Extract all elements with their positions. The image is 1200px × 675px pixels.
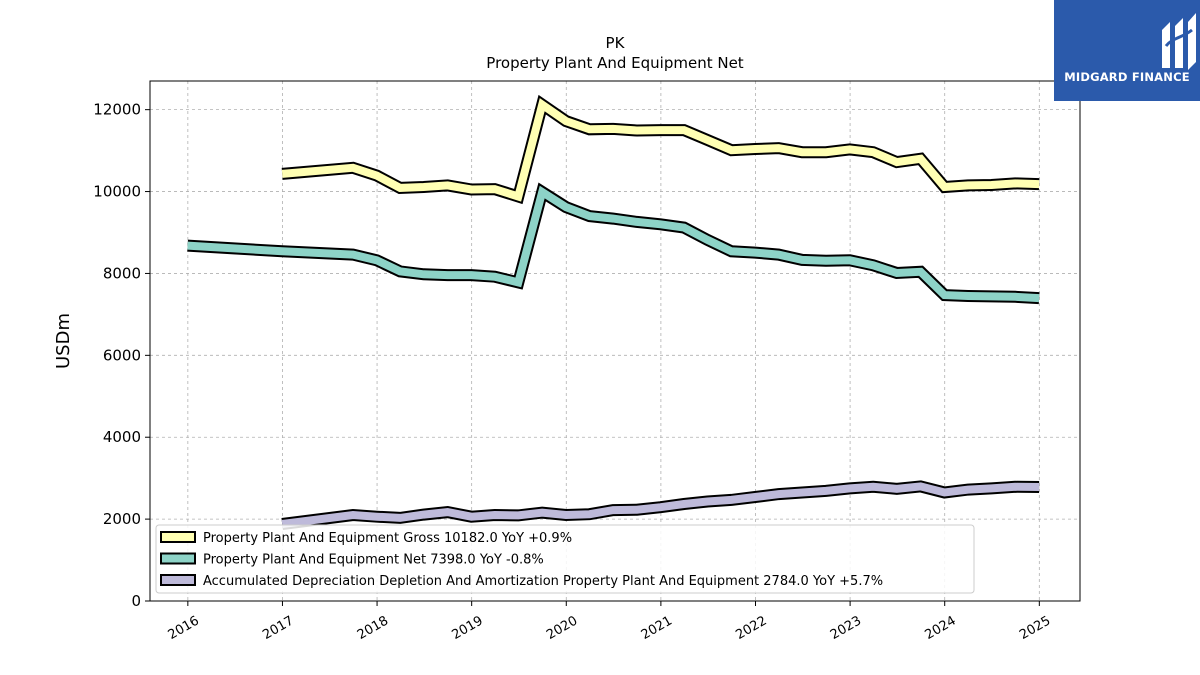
x-tick-label: 2023 [828,613,864,643]
legend-label-2: Property Plant And Equipment Net 7398.0 … [203,553,544,568]
y-axis: 0 2000 4000 6000 8000 10000 12000 [93,101,150,610]
x-axis: 2016 2017 2018 2019 2020 2021 2022 2023 2024 2025 [166,601,1053,643]
series-line-2 [187,185,1040,303]
x-tick-label: 2020 [544,613,580,643]
y-tick-label: 10000 [93,183,141,201]
y-tick-label: 4000 [103,428,141,446]
chart-title: PK [606,34,626,52]
series-line-1 [281,98,1040,202]
legend-label-1: Property Plant And Equipment Gross 10182… [203,531,572,546]
x-tick-label: 2018 [355,613,391,643]
x-tick-label: 2021 [639,613,675,643]
logo-mark-icon [1162,13,1196,70]
legend-swatch-1 [160,531,196,543]
x-tick-label: 2024 [923,613,959,643]
legend-box [155,524,975,594]
x-tick-label: 2022 [733,613,769,643]
x-tick-label: 2025 [1017,613,1053,643]
plot-area-frame [149,80,1081,602]
series-outline-2 [187,182,1040,305]
legend-swatch-2 [160,552,196,565]
grid-lines [150,81,1080,602]
y-axis-label: USDm [53,313,74,369]
series-lines [187,94,1040,530]
legend: Property Plant And Equipment Gross 10182… [155,524,975,594]
x-tick-label: 2019 [450,613,486,643]
logo-text: MIDGARD FINANCE [1064,70,1190,84]
x-tick-label: 2016 [166,613,202,643]
chart-subtitle: Property Plant And Equipment Net [486,54,743,72]
y-tick-label: 8000 [103,264,141,282]
y-tick-label: 0 [131,592,141,610]
x-tick-label: 2017 [260,613,296,643]
y-tick-label: 6000 [103,346,141,364]
y-tick-label: 2000 [103,510,141,528]
legend-label-3: Accumulated Depreciation Depletion And A… [203,574,883,589]
series-line-3 [281,482,1040,528]
brand-logo: MIDGARD FINANCE [1054,0,1200,101]
legend-swatch-3 [160,574,196,586]
y-tick-label: 12000 [93,101,141,119]
